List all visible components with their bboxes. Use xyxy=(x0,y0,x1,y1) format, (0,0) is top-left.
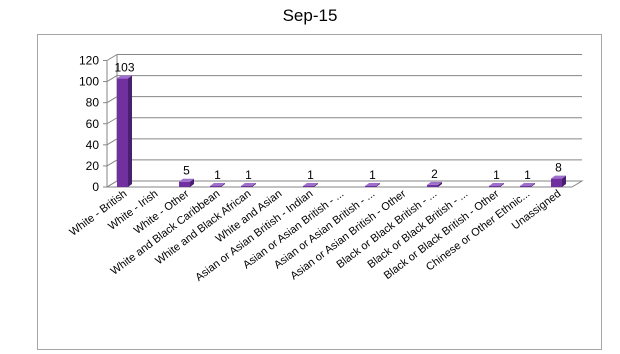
bar-side xyxy=(562,175,566,187)
bar xyxy=(551,175,566,187)
bar xyxy=(117,75,132,187)
bar-side xyxy=(221,182,225,187)
chart-floor xyxy=(105,180,584,188)
bar xyxy=(427,181,442,187)
bar-top xyxy=(117,75,132,79)
bar-top xyxy=(179,178,194,182)
bar-front xyxy=(489,185,500,187)
bar-side xyxy=(438,181,442,187)
bar-front xyxy=(241,185,252,187)
y-tick-label: 120 xyxy=(79,54,99,68)
bar-side xyxy=(128,75,132,187)
bar xyxy=(489,182,504,187)
bar-top xyxy=(551,175,566,179)
bar-side xyxy=(376,182,380,187)
data-label: 1 xyxy=(214,168,221,182)
wall-connector xyxy=(106,96,118,104)
bar xyxy=(520,182,535,187)
wall-connector xyxy=(106,138,118,146)
bar-front xyxy=(303,185,314,187)
bar-side xyxy=(531,182,535,187)
wall-connector xyxy=(106,54,118,61)
bar-top xyxy=(241,182,256,186)
wall-connector xyxy=(106,159,118,167)
bar-front xyxy=(520,185,531,187)
bar-top xyxy=(365,182,380,186)
bar-side xyxy=(500,182,504,187)
bar-top xyxy=(303,182,318,186)
y-tick-label: 40 xyxy=(86,138,100,152)
bar-front xyxy=(179,181,190,187)
y-tick-label: 100 xyxy=(79,75,99,89)
data-label: 1 xyxy=(369,168,376,182)
bar xyxy=(365,182,380,187)
bar-front xyxy=(210,185,221,187)
data-label: 103 xyxy=(114,60,134,74)
bar-front xyxy=(365,185,376,187)
bar xyxy=(303,182,318,187)
bar-side xyxy=(314,182,318,187)
data-label: 1 xyxy=(245,168,252,182)
bar-side xyxy=(190,178,194,187)
bar-top xyxy=(210,182,225,186)
bar-front xyxy=(427,184,438,187)
y-tick-label: 0 xyxy=(92,180,99,194)
data-label: 1 xyxy=(307,168,314,182)
bar-top xyxy=(427,181,442,185)
data-label: 1 xyxy=(524,168,531,182)
bar xyxy=(179,178,194,187)
data-label: 2 xyxy=(431,167,438,181)
wall-connector xyxy=(106,117,118,125)
bar-side xyxy=(252,182,256,187)
bar xyxy=(210,182,225,187)
y-tick-label: 60 xyxy=(86,117,100,131)
data-label: 5 xyxy=(183,164,190,178)
data-label: 1 xyxy=(493,168,500,182)
chart-frame xyxy=(37,34,602,350)
data-label: 8 xyxy=(555,161,562,175)
bar-top xyxy=(489,182,504,186)
bar-front xyxy=(551,178,562,187)
wall-connector xyxy=(106,180,118,188)
bar-top xyxy=(520,182,535,186)
chart-title: Sep-15 xyxy=(282,6,338,25)
y-tick-label: 80 xyxy=(86,96,100,110)
wall-connector xyxy=(106,75,118,83)
bar-front xyxy=(117,78,128,187)
y-tick-label: 20 xyxy=(86,159,100,173)
bar xyxy=(241,182,256,187)
